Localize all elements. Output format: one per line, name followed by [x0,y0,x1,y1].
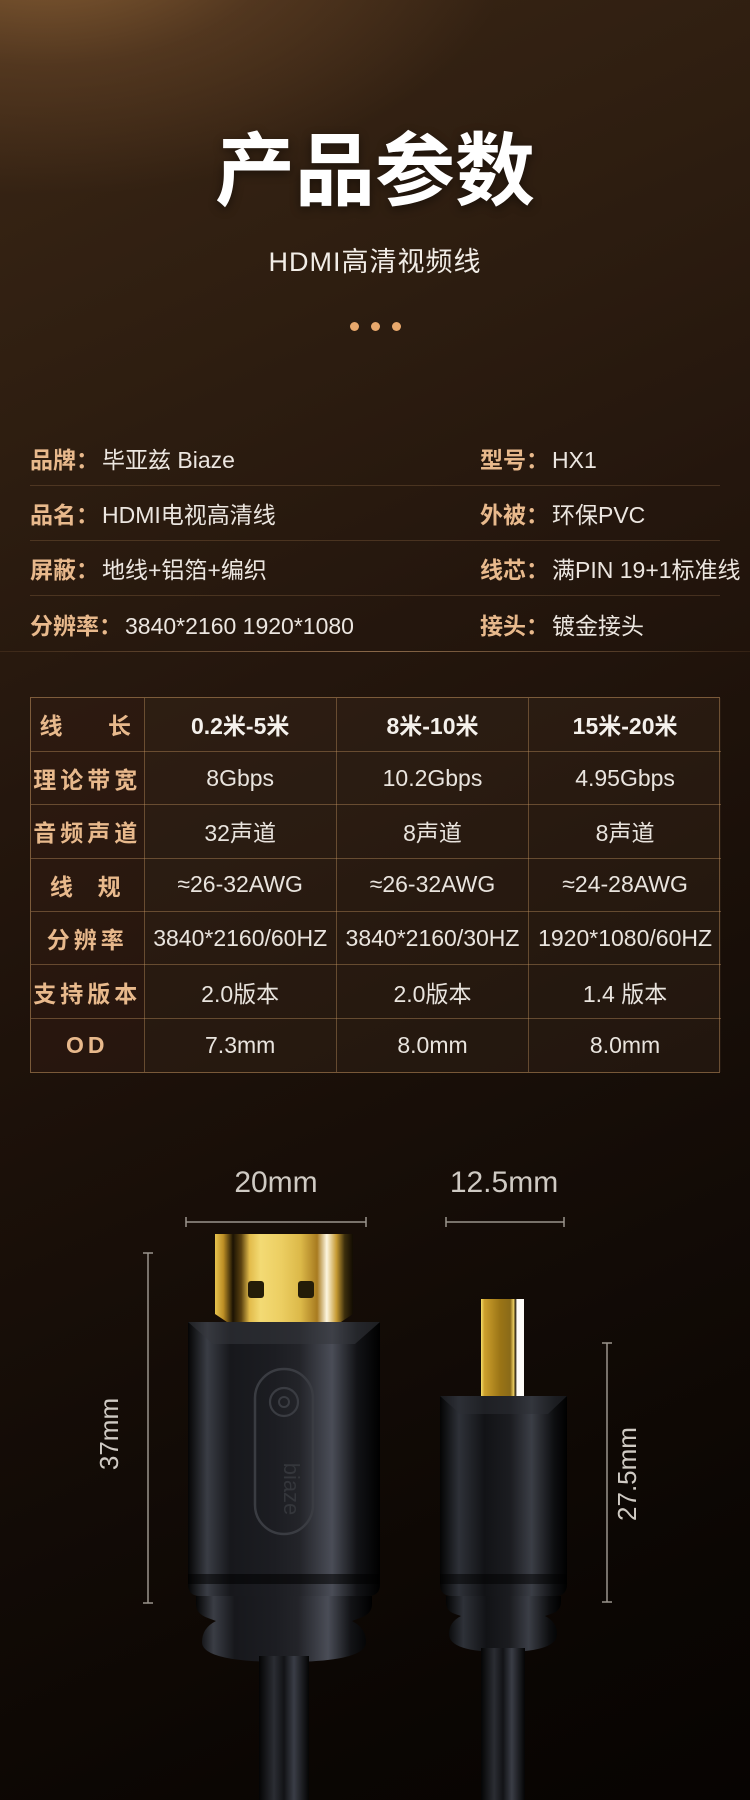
svg-text:37mm: 37mm [94,1398,124,1470]
svg-text:20mm: 20mm [234,1166,317,1199]
svg-text:12.5mm: 12.5mm [450,1166,558,1199]
svg-text:biaze: biaze [279,1462,304,1515]
svg-text:27.5mm: 27.5mm [612,1427,642,1521]
